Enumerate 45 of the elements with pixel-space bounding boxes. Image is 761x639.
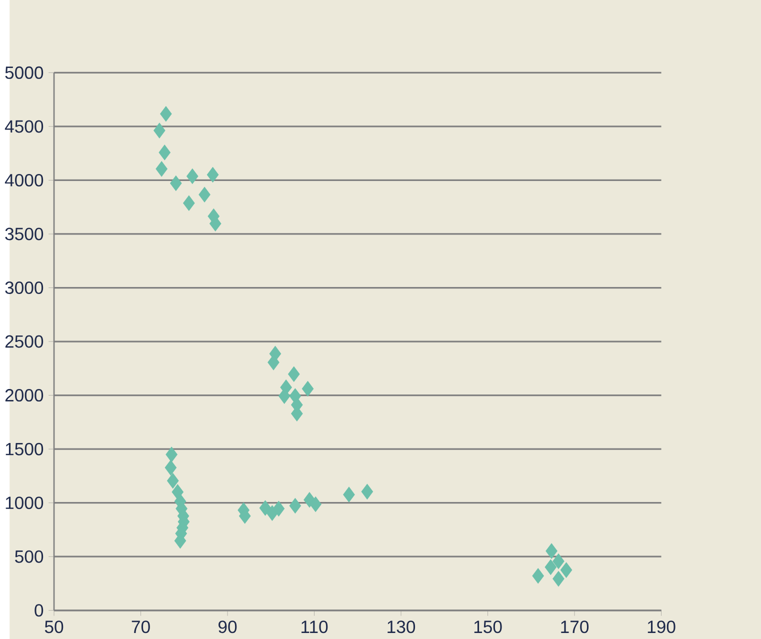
point [546, 543, 558, 559]
y-tick-label: 5000 [5, 66, 44, 79]
point [343, 486, 355, 502]
y-tick-label: 1000 [6, 496, 44, 509]
x-tick-label: 130 [388, 620, 416, 633]
x-tick-label: 170 [561, 620, 589, 633]
point [544, 559, 557, 575]
point [552, 570, 564, 586]
point [560, 562, 572, 578]
point [532, 568, 544, 584]
point [186, 168, 198, 184]
y-tick-label: 500 [15, 550, 44, 563]
x-tick-label: 190 [648, 620, 676, 633]
point [302, 380, 314, 396]
x-tick-label: 150 [474, 620, 502, 633]
point [259, 500, 272, 516]
point [272, 500, 285, 516]
point [206, 166, 219, 182]
y-tick-label: 4500 [4, 120, 44, 133]
point [183, 195, 195, 211]
point [166, 446, 178, 462]
point [158, 144, 170, 160]
point [160, 106, 172, 122]
x-tick-label: 90 [218, 620, 237, 633]
point [289, 498, 302, 514]
x-tick-label: 70 [132, 620, 150, 633]
y-tick-label: 3500 [5, 228, 44, 240]
point [552, 553, 564, 569]
point [198, 186, 210, 202]
x-tick-label: 110 [302, 620, 328, 633]
point [310, 496, 322, 512]
point [361, 484, 374, 500]
y-tick-label: 0 [34, 604, 44, 616]
y-tick-label: 2000 [5, 388, 44, 402]
y-tick-label: 3000 [5, 281, 44, 294]
point [170, 175, 182, 191]
point [164, 460, 177, 476]
point [288, 366, 300, 382]
y-tick-label: 4000 [4, 174, 44, 186]
y-tick-label: 1500 [6, 442, 44, 456]
x-tick-label: 50 [44, 620, 64, 633]
point [154, 122, 166, 138]
point [156, 161, 168, 177]
point [166, 472, 179, 488]
y-tick-label: 2500 [5, 335, 44, 348]
